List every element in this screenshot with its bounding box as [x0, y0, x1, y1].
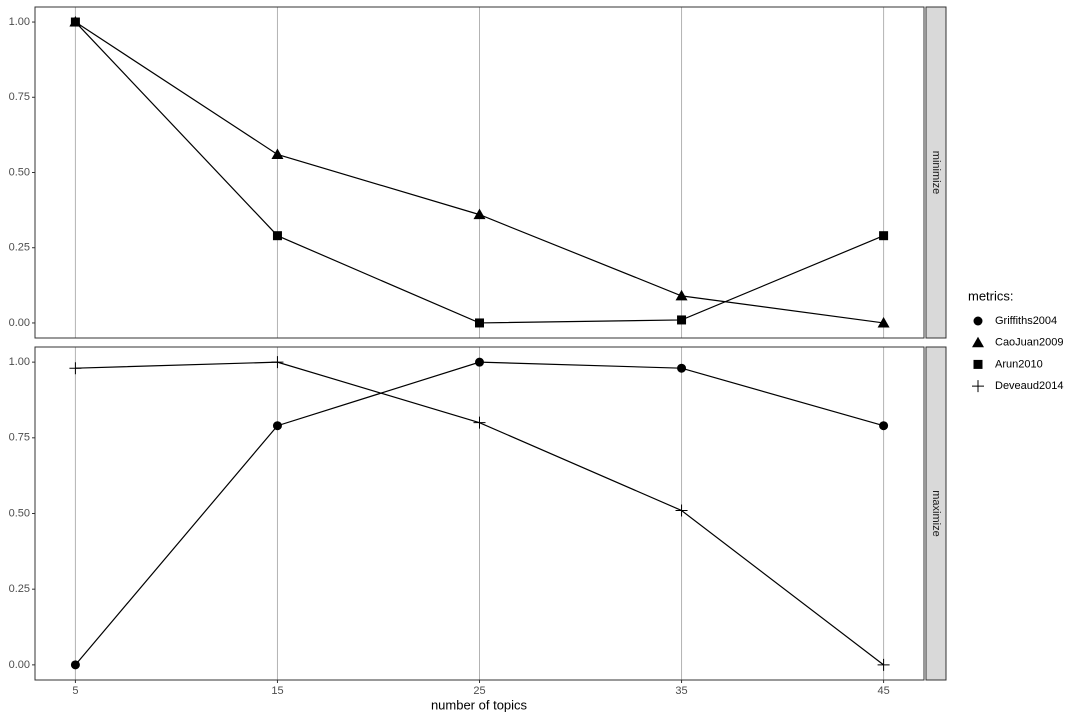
point [272, 421, 282, 431]
x-tick-label: 5 [72, 685, 78, 697]
legend-item: CaoJuan2009 [972, 337, 1064, 349]
legend-label: CaoJuan2009 [995, 337, 1064, 349]
legend-item: Arun2010 [973, 358, 1043, 370]
point [70, 17, 80, 27]
point [271, 356, 284, 369]
point [879, 231, 889, 241]
facet-label: maximize [930, 490, 942, 536]
legend-symbol [973, 359, 983, 369]
x-tick-label: 35 [675, 685, 687, 697]
legend-label: Griffiths2004 [995, 315, 1057, 327]
point [677, 363, 687, 373]
point [877, 658, 890, 671]
facet-strip [925, 6, 947, 339]
point [272, 231, 282, 241]
y-tick-label: 0.75 [9, 432, 30, 444]
point [677, 315, 687, 325]
y-tick-label: 1.00 [9, 16, 30, 28]
point [475, 318, 484, 328]
x-tick-label: 25 [473, 685, 485, 697]
facet-strip [925, 346, 947, 681]
legend-item: Deveaud2014 [972, 380, 1064, 393]
y-tick-label: 0.25 [9, 242, 30, 254]
point [879, 421, 889, 431]
legend-symbol [973, 316, 983, 326]
point [877, 316, 890, 328]
y-tick-label: 1.00 [9, 356, 30, 368]
legend-label: Arun2010 [995, 358, 1043, 370]
legend-item: Griffiths2004 [973, 315, 1057, 327]
legend-symbol [972, 336, 984, 348]
x-axis-title: number of topics [431, 697, 528, 712]
x-tick-label: 15 [271, 685, 283, 697]
facet-label: minimize [930, 151, 942, 194]
legend-symbol [972, 380, 984, 393]
legend-title: metrics: [968, 288, 1014, 303]
point [473, 416, 486, 429]
y-tick-label: 0.00 [9, 659, 30, 671]
point [675, 504, 688, 517]
point [473, 208, 486, 220]
point [675, 289, 688, 301]
legend-label: Deveaud2014 [995, 380, 1064, 392]
point [70, 660, 80, 670]
y-tick-label: 0.25 [9, 583, 30, 595]
x-tick-label: 45 [877, 685, 889, 697]
point [69, 362, 82, 375]
y-tick-label: 0.00 [9, 317, 30, 329]
y-tick-label: 0.50 [9, 166, 30, 178]
point [271, 148, 284, 159]
panel-border [34, 6, 925, 339]
y-tick-label: 0.50 [9, 507, 30, 519]
y-tick-label: 0.75 [9, 91, 30, 103]
point [475, 357, 484, 367]
